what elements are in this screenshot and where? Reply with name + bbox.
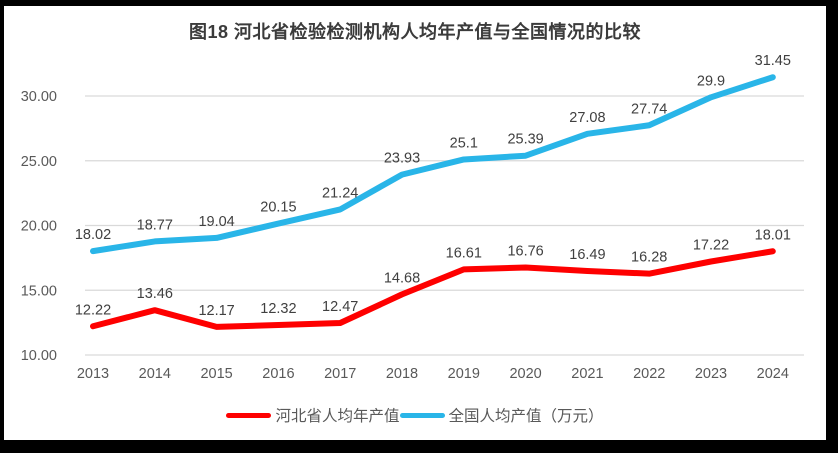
data-label-hebei: 16.61 — [446, 245, 482, 261]
data-label-national: 27.74 — [631, 101, 667, 117]
data-label-hebei: 12.32 — [260, 301, 296, 317]
legend-label-hebei: 河北省人均年产值 — [275, 408, 400, 425]
series-line-hebei — [90, 248, 776, 330]
legend-marker-national — [399, 412, 445, 418]
data-label-national: 27.08 — [569, 110, 605, 126]
x-tick-label: 2021 — [571, 366, 603, 382]
data-label-hebei: 13.46 — [137, 286, 173, 302]
x-tick-label: 2017 — [324, 366, 356, 382]
data-label-hebei: 16.28 — [631, 250, 667, 266]
y-tick-label: 20.00 — [21, 219, 57, 235]
y-tick-label: 25.00 — [21, 154, 57, 170]
y-tick-label: 30.00 — [21, 89, 57, 105]
x-tick-label: 2020 — [509, 366, 541, 382]
data-label-national: 18.77 — [137, 217, 173, 233]
data-label-hebei: 12.47 — [322, 299, 358, 315]
x-tick-label: 2022 — [633, 366, 665, 382]
data-label-national: 18.02 — [75, 227, 111, 243]
data-label-hebei: 14.68 — [384, 270, 420, 286]
data-label-hebei: 12.17 — [198, 303, 234, 319]
series-line-national — [90, 74, 776, 255]
legend-item-hebei: 河北省人均年产值 — [226, 404, 400, 426]
chart-legend: 河北省人均年产值 全国人均产值（万元） — [4, 404, 826, 426]
chart-plot: 10.00 15.00 20.00 25.00 30.00 2013 2014 2015 201… — [21, 53, 804, 382]
x-tick-label: 2018 — [386, 366, 418, 382]
data-label-national: 23.93 — [384, 151, 420, 167]
data-label-hebei: 12.22 — [75, 302, 111, 318]
data-label-national: 25.39 — [507, 132, 543, 148]
data-label-national: 31.45 — [755, 53, 791, 69]
legend-marker-hebei — [226, 412, 272, 418]
chart-title: 图18 河北省检验检测机构人均年产值与全国情况的比较 — [188, 22, 642, 42]
data-label-national: 20.15 — [260, 200, 296, 216]
x-tick-label: 2015 — [200, 366, 232, 382]
legend-item-national: 全国人均产值（万元） — [399, 404, 604, 426]
data-label-national: 19.04 — [198, 214, 234, 230]
data-label-hebei: 17.22 — [693, 238, 729, 254]
x-tick-label: 2023 — [695, 366, 727, 382]
data-label-hebei: 16.76 — [507, 243, 543, 259]
y-tick-label: 15.00 — [21, 283, 57, 299]
x-tick-label: 2013 — [77, 366, 109, 382]
x-tick-label: 2024 — [757, 366, 789, 382]
y-tick-label: 10.00 — [21, 348, 57, 364]
x-tick-label: 2016 — [262, 366, 294, 382]
data-label-national: 21.24 — [322, 185, 358, 201]
data-label-hebei: 16.49 — [569, 247, 605, 263]
data-label-national: 29.9 — [697, 73, 725, 89]
x-tick-label: 2019 — [448, 366, 480, 382]
data-label-hebei: 18.01 — [755, 227, 791, 243]
data-label-national: 25.1 — [450, 135, 478, 151]
legend-label-national: 全国人均产值（万元） — [448, 408, 604, 425]
x-tick-label: 2014 — [139, 366, 171, 382]
